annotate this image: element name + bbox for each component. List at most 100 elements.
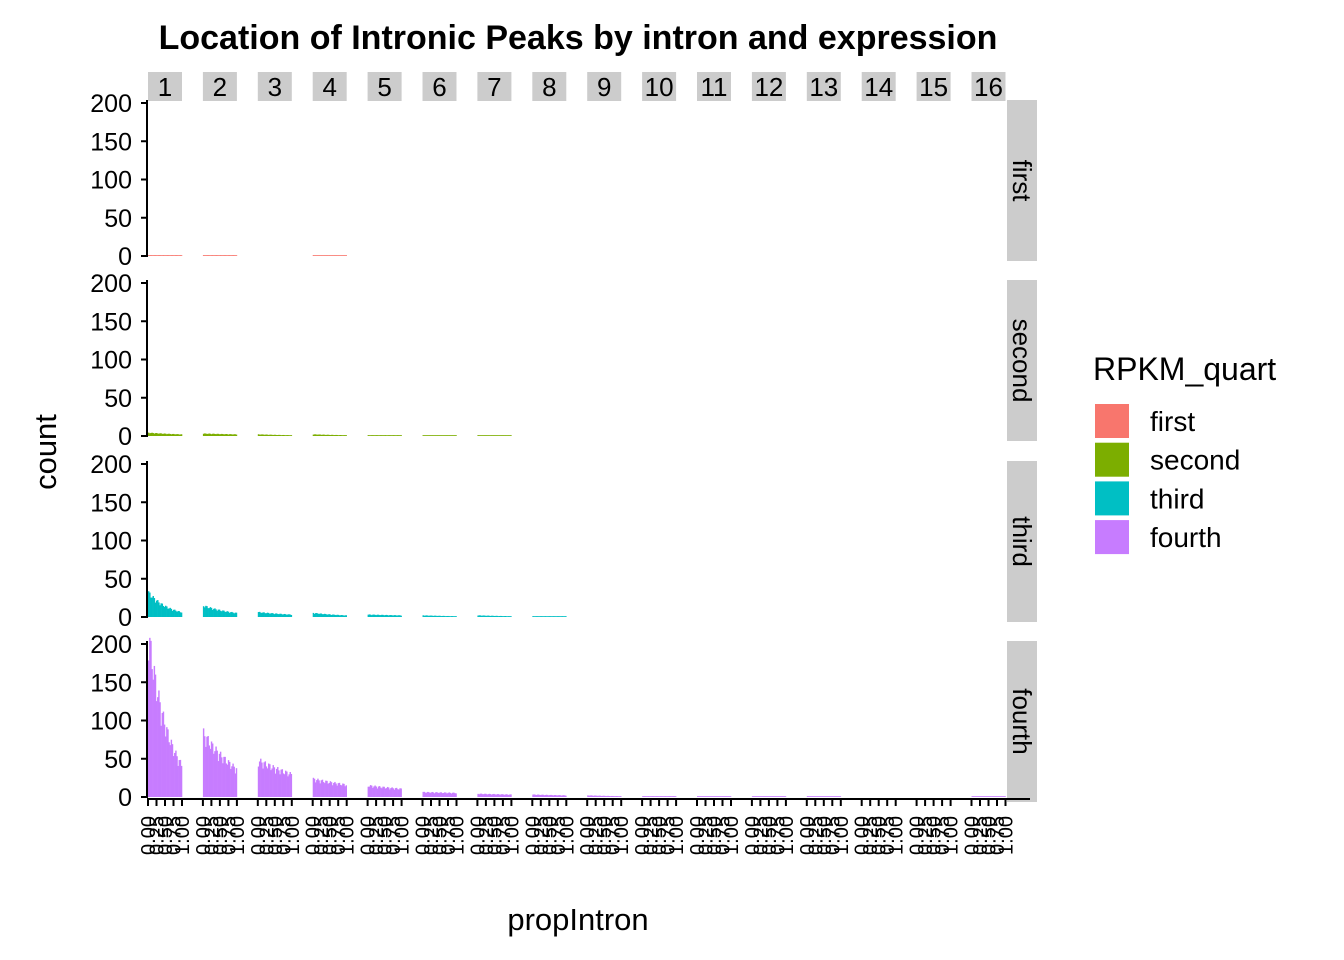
- histogram-bar: [1004, 796, 1006, 797]
- histogram-bar: [222, 434, 224, 436]
- histogram-bar: [388, 615, 390, 617]
- x-tick-label: 0.25: [366, 816, 388, 855]
- histogram-bar: [326, 780, 328, 797]
- x-tick-label: 0.25: [750, 816, 772, 855]
- histogram-bar: [152, 595, 154, 617]
- histogram-bar: [450, 793, 453, 797]
- histogram-bar: [232, 434, 234, 436]
- histogram-bar: [150, 432, 152, 436]
- histogram-bar: [815, 796, 818, 797]
- histogram-bar: [230, 768, 232, 797]
- histogram-bar: [485, 793, 487, 797]
- histogram-bar: [257, 766, 260, 797]
- row-strip-label: second: [1007, 319, 1037, 403]
- histogram-bar: [988, 796, 990, 797]
- histogram-bar: [432, 615, 435, 617]
- histogram-bar: [494, 615, 496, 617]
- histogram-bar: [447, 792, 449, 797]
- histogram-bar: [178, 760, 181, 797]
- histogram-bar: [714, 796, 716, 797]
- histogram-bar: [505, 435, 508, 436]
- histogram-bar: [983, 796, 986, 797]
- histogram-bar: [151, 255, 153, 256]
- histogram-bar: [394, 615, 397, 617]
- histogram-bar: [215, 609, 217, 617]
- histogram-bar: [753, 796, 755, 797]
- histogram-bar: [234, 773, 237, 797]
- histogram-bar: [378, 786, 381, 797]
- histogram-bar: [162, 433, 165, 436]
- histogram-bar: [487, 794, 490, 797]
- x-tick-label: 0.75: [328, 816, 350, 855]
- histogram-bar: [433, 793, 436, 797]
- histogram-bar: [832, 796, 835, 797]
- histogram-bar: [990, 796, 993, 797]
- histogram-bar: [597, 795, 599, 797]
- histogram-bar: [562, 616, 565, 617]
- histogram-bar: [607, 795, 610, 797]
- y-tick-label: 100: [90, 347, 132, 375]
- histogram-bar: [159, 255, 161, 256]
- histogram-bar: [441, 435, 444, 436]
- histogram-bar: [168, 255, 170, 256]
- histogram-bar: [668, 796, 670, 797]
- histogram-bar: [492, 435, 494, 436]
- histogram-bar: [765, 796, 767, 797]
- histogram-bar: [671, 796, 673, 797]
- histogram-bar: [155, 600, 158, 617]
- histogram-bar: [377, 435, 380, 436]
- histogram-bar: [424, 792, 427, 797]
- column-strip-label: 2: [213, 72, 227, 102]
- histogram-bar: [205, 746, 207, 797]
- histogram-bar: [278, 770, 280, 797]
- x-tick-label: 0.75: [493, 816, 515, 855]
- row-strip-bg: [1007, 100, 1037, 261]
- histogram-bar: [322, 782, 325, 797]
- histogram-bar: [213, 255, 215, 256]
- histogram-bar: [177, 765, 179, 797]
- histogram-bar: [667, 796, 669, 797]
- histogram-bar: [437, 435, 439, 436]
- histogram-bar: [342, 435, 344, 436]
- histogram-bar: [496, 615, 499, 617]
- x-tick-label: 0.00: [138, 816, 160, 855]
- histogram-bar: [372, 614, 374, 617]
- histogram-bar: [148, 432, 150, 436]
- legend-title: RPKM_quart: [1093, 351, 1276, 387]
- histogram-bar: [834, 796, 836, 797]
- histogram-bar: [219, 434, 222, 436]
- histogram-bar: [263, 762, 265, 797]
- histogram-bar: [222, 255, 224, 256]
- histogram-bar: [391, 787, 393, 797]
- histogram-bar: [496, 794, 499, 797]
- y-tick-label: 150: [90, 489, 132, 517]
- histogram-bar: [598, 795, 600, 797]
- histogram-bar: [550, 794, 552, 797]
- histogram-bar: [384, 435, 387, 436]
- x-tick-label: 0.50: [484, 816, 506, 855]
- histogram-bar: [321, 255, 324, 256]
- histogram-bar: [590, 795, 593, 797]
- histogram-bar: [550, 616, 552, 617]
- x-tick-label: 1.00: [501, 816, 523, 855]
- histogram-bar: [219, 751, 222, 797]
- histogram-bar: [336, 785, 338, 797]
- histogram-bar: [206, 606, 208, 617]
- histogram-bar: [428, 615, 430, 617]
- x-tick-label: 0.00: [632, 816, 654, 855]
- histogram-bar: [275, 435, 278, 436]
- histogram-bar: [335, 434, 337, 436]
- histogram-bar: [202, 728, 205, 797]
- histogram-bar: [558, 795, 560, 797]
- histogram-bar: [820, 796, 822, 797]
- histogram-bar: [161, 603, 164, 617]
- histogram-bar: [277, 434, 279, 436]
- histogram-bar: [501, 794, 503, 797]
- histogram-bar: [215, 255, 217, 256]
- histogram-bar: [328, 255, 330, 256]
- y-tick-label: 100: [90, 708, 132, 736]
- histogram-bar: [280, 435, 282, 436]
- chart-title: Location of Intronic Peaks by intron and…: [159, 19, 998, 57]
- histogram-bar: [781, 796, 783, 797]
- column-strip-bg: [532, 72, 567, 101]
